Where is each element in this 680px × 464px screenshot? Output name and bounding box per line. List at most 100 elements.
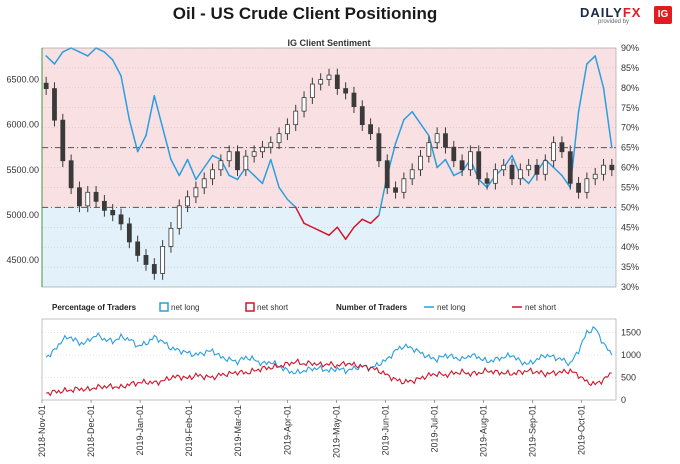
candle-body [476,151,482,180]
candle-body [434,133,440,144]
candle-body [52,88,57,121]
sentiment-segment [228,174,239,181]
sentiment-segment [203,154,214,169]
sentiment-segment [170,158,181,177]
sentiment-segment [594,55,605,89]
candle-body [143,255,149,265]
y-left-tick-label: 5500.00 [6,165,39,175]
candle-body [484,178,490,184]
candle-body [551,142,557,162]
sentiment-segment [161,126,172,161]
sentiment-segment [403,110,413,121]
candle-body [368,124,373,135]
sentiment-segment [353,218,364,228]
x-tick-label: 2019-Aug-01 [479,405,489,457]
y-right-tick-label: 45% [621,222,639,232]
sentiment-segment [294,206,305,225]
x-tick-label: 2019-Jun-01 [380,405,390,456]
y-right-tick-label: 75% [621,103,639,113]
sentiment-segment [153,95,164,129]
y-right-tick-label: 85% [621,63,639,73]
sentiment-segment [186,158,197,181]
y-right-tick-label: 40% [621,242,639,252]
dailyfx-logo: DAILYFX provided by IG [580,4,676,28]
candle-body [243,155,249,171]
sentiment-segment [436,158,447,169]
y-left-tick-label: 5000.00 [6,210,39,220]
sentiment-segment [136,134,147,153]
y-bottom-tick-label: 1500 [621,328,641,338]
candle-body [609,164,615,171]
candle-body [251,151,257,157]
sentiment-segment [195,166,205,181]
candle-body [326,74,332,80]
candle-body [126,223,132,243]
candle-body [118,214,124,225]
x-tick-label: 2019-May-01 [331,405,341,458]
candle-body [318,79,324,85]
candle-body [235,151,240,171]
y-right-tick-label: 65% [621,143,639,153]
sentiment-segment [211,154,222,161]
sentiment-segment [111,59,122,77]
sentiment-segment [369,214,380,225]
net-long-zone [42,207,616,287]
y-left-tick-label: 6000.00 [6,120,39,130]
candle-body [492,169,498,184]
sentiment-segment [411,110,422,125]
legend-pct-long-label: net long [171,303,199,312]
y-bottom-tick-label: 0 [621,395,626,405]
sentiment-segment [120,75,131,121]
legend-num-short-label: net short [525,303,557,312]
legend-pct-title: Percentage of Traders [52,303,137,312]
candle-body [542,160,548,175]
candle-body [343,88,349,94]
legend-num-title: Number of Traders [336,303,408,312]
sentiment-segment [62,47,72,53]
legend-pct-short-swatch [245,302,255,312]
sentiment-segment [78,51,89,57]
x-tick-label: 2018-Nov-01 [37,405,47,457]
candle-body [85,191,91,207]
candle-body [309,83,315,99]
candle-body [592,173,598,180]
x-tick-label: 2019-Apr-01 [282,405,292,455]
sentiment-segment [87,47,97,57]
sentiment-segment [577,63,588,113]
panel-title: IG Client Sentiment [287,38,370,48]
legend-num-long-label: net long [437,303,465,312]
sentiment-segment [336,226,347,240]
candle-body [226,151,232,162]
sentiment-segment [394,118,405,145]
candle-body [576,182,581,193]
logo-wordmark: DAILYFX [580,5,642,20]
candle-body [218,160,224,171]
candle-body [559,142,565,153]
sentiment-segment [253,174,264,185]
candle-body [468,151,473,171]
y-right-tick-label: 60% [621,163,639,173]
y-bottom-tick-label: 1000 [621,350,641,360]
candle-body [185,196,190,207]
sentiment-segment [278,186,289,201]
candle-body [584,178,590,193]
candle-body [268,142,274,148]
logo-subtitle: provided by [598,19,630,25]
sentiment-segment [561,174,571,189]
sentiment-segment [311,226,322,232]
chart-title: Oil - US Crude Client Positioning [172,4,438,23]
x-tick-label: 2019-Oct-01 [577,405,587,455]
y-right-tick-label: 55% [621,182,639,192]
x-tick-label: 2019-Mar-01 [233,405,243,457]
y-right-tick-label: 80% [621,83,639,93]
candle-body [384,160,390,189]
x-tick-label: 2018-Dec-01 [86,405,96,457]
candle-body [509,164,515,180]
sentiment-segment [303,222,314,228]
y-bottom-tick-label: 500 [621,373,636,383]
candle-body [567,151,573,184]
sentiment-segment [45,55,56,65]
candle-body [301,97,307,112]
sentiment-segment [602,87,613,149]
candle-body [201,178,207,189]
